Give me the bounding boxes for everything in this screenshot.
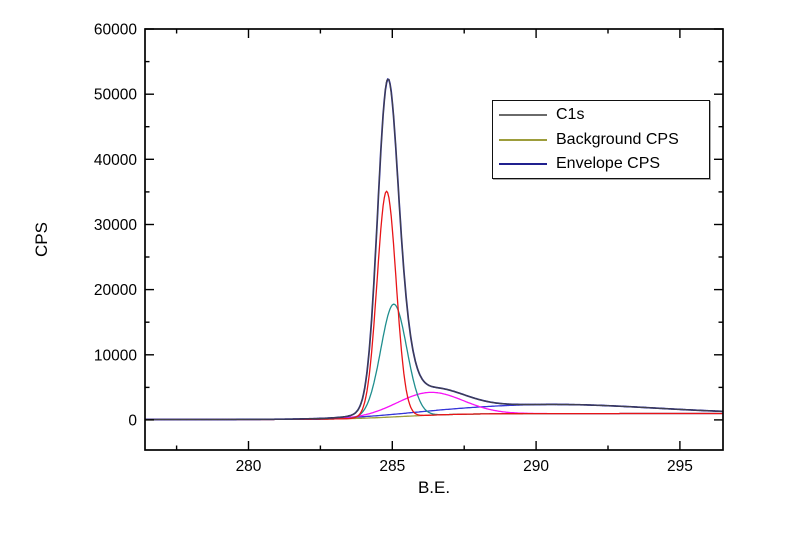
y-tick-label: 40000 — [94, 152, 137, 169]
x-tick-label: 280 — [236, 458, 262, 475]
y-tick-label: 20000 — [94, 282, 137, 299]
legend-label-c1s: C1s — [556, 106, 585, 124]
series-component-1-line — [145, 190, 723, 421]
legend-item-envelope: Envelope CPS — [499, 152, 709, 176]
legend-label-envelope: Envelope CPS — [556, 154, 661, 172]
plot-border — [144, 28, 724, 451]
legend-box: C1s Background CPS Envelope CPS — [492, 100, 710, 179]
legend-item-c1s: C1s — [499, 103, 709, 127]
c1s-line-swatch — [499, 114, 547, 117]
y-tick-label: 30000 — [94, 217, 137, 234]
x-tick-label: 290 — [523, 458, 549, 475]
series-component-2-line — [145, 303, 723, 421]
envelope-line-swatch — [499, 162, 547, 165]
y-tick-label: 50000 — [94, 87, 137, 104]
y-tick-label: 10000 — [94, 347, 137, 364]
plot-area — [145, 78, 723, 421]
legend-label-background: Background CPS — [556, 130, 679, 148]
x-tick-label: 295 — [667, 458, 693, 475]
background-line-swatch — [499, 138, 547, 141]
legend-item-background: Background CPS — [499, 128, 709, 152]
y-axis-label: CPS — [32, 222, 51, 257]
y-tick-label: 60000 — [94, 22, 137, 39]
series-c1s-data-line — [145, 79, 723, 421]
x-axis-label: B.E. — [418, 478, 450, 497]
axis-ticks — [145, 28, 723, 450]
y-tick-label: 0 — [128, 412, 137, 429]
x-tick-label: 285 — [379, 458, 405, 475]
